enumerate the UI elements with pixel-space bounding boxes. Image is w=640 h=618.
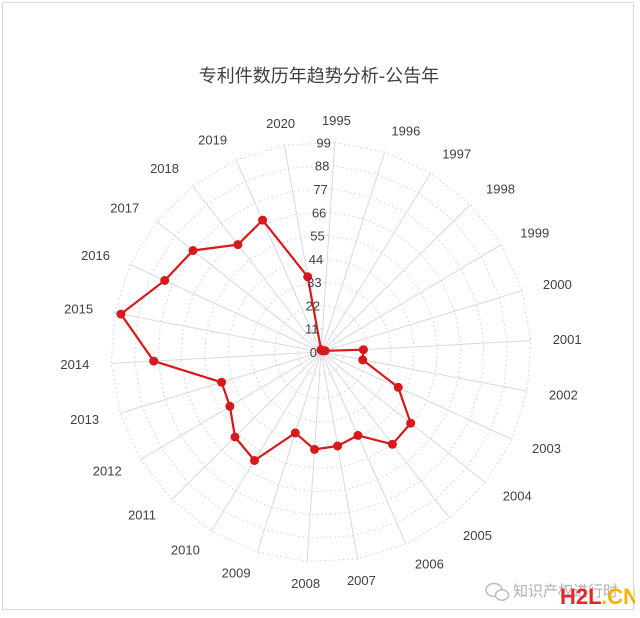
category-label: 2015 (64, 301, 93, 316)
category-label: 1999 (520, 226, 549, 241)
category-label: 1995 (322, 113, 351, 128)
category-label: 2016 (81, 248, 110, 263)
axis-spoke (320, 204, 471, 353)
category-label: 2012 (93, 463, 122, 478)
axis-spoke (111, 351, 322, 364)
data-point (320, 346, 330, 356)
axis-spoke (156, 221, 322, 353)
category-label: 2013 (70, 412, 99, 427)
data-point (230, 432, 240, 442)
data-point (149, 356, 159, 366)
tick-label: 55 (310, 229, 324, 244)
category-label: 2001 (553, 332, 582, 347)
data-point (217, 377, 227, 387)
grid-ring (273, 304, 369, 400)
category-label: 2020 (266, 116, 295, 131)
category-label: 1997 (442, 147, 471, 162)
tick-label: 0 (310, 345, 317, 360)
data-point (290, 428, 300, 438)
axis-spoke (114, 312, 322, 353)
tick-label: 44 (309, 252, 323, 267)
tick-label: 77 (313, 182, 327, 197)
axis-spoke (320, 351, 359, 559)
data-point (393, 382, 403, 392)
radar-grid (110, 141, 532, 563)
category-label: 1998 (486, 181, 515, 196)
axis-spoke (192, 185, 322, 353)
category-label: 2017 (110, 200, 139, 215)
chart-title: 专利件数历年趋势分析-公告年 (199, 66, 440, 87)
data-point (310, 444, 319, 454)
axis-spoke (320, 351, 528, 392)
watermark: 知识产权进行时 H2L .CN (485, 582, 635, 609)
chart-frame: 专利件数历年趋势分析-公告年 1995 1996 1997 1998 1999 2000 2… (2, 2, 635, 610)
axis-spoke (320, 172, 432, 353)
tick-label: 99 (316, 136, 330, 151)
category-label: 2005 (463, 528, 492, 543)
data-point (188, 246, 198, 255)
data-point (225, 401, 235, 411)
category-label: 2004 (503, 489, 532, 504)
data-point (358, 355, 368, 365)
axis-spoke (210, 351, 322, 532)
category-label: 2003 (532, 441, 561, 456)
tick-label: 22 (306, 298, 320, 313)
category-label: 2010 (171, 542, 200, 557)
wechat-icon (485, 582, 510, 601)
watermark-text: 知识产权进行时 (513, 582, 618, 600)
axis-spoke (320, 351, 513, 440)
data-point (250, 456, 259, 465)
axis-spoke (129, 264, 322, 353)
data-point (233, 240, 243, 250)
series-layer (116, 215, 416, 465)
site-logo-h2l: H2L (560, 584, 602, 609)
data-point (160, 276, 170, 285)
category-labels: 1995 1996 1997 1998 1999 2000 2001 2002 2003 2004… (60, 113, 581, 591)
data-point (353, 430, 363, 440)
category-label: 1996 (391, 123, 420, 138)
axis-spoke (320, 151, 386, 353)
category-label: 2019 (198, 132, 227, 147)
grid-ring (250, 281, 392, 423)
axis-spoke (320, 243, 502, 353)
category-label: 2018 (150, 161, 179, 176)
category-label: 2008 (291, 576, 320, 591)
category-label: 2000 (543, 277, 572, 292)
axis-spoke (320, 351, 407, 545)
data-point (116, 309, 126, 319)
radar-chart: 专利件数历年趋势分析-公告年 1995 1996 1997 1998 1999 2000 2… (60, 66, 635, 609)
tick-labels: 0 11 22 33 44 55 66 77 88 99 (305, 136, 331, 361)
category-label: 2014 (60, 357, 89, 372)
axis-spoke (320, 351, 450, 519)
series-line (119, 219, 412, 462)
tick-label: 11 (305, 322, 319, 337)
axis-spoke (171, 351, 322, 500)
category-label: 2002 (549, 388, 578, 403)
axis-spoke (320, 351, 486, 483)
site-logo-cn: .CN (601, 584, 635, 609)
category-label: 2011 (128, 508, 156, 523)
category-label: 2007 (347, 573, 376, 588)
axis-spoke (320, 142, 336, 353)
data-point (387, 439, 397, 449)
tick-label: 33 (307, 275, 321, 290)
category-label: 2009 (222, 566, 251, 581)
data-point (406, 418, 416, 428)
axis-spoke (306, 351, 322, 562)
data-point (358, 345, 368, 355)
data-point (303, 272, 313, 282)
axis-spoke (235, 159, 322, 353)
axis-spoke (256, 351, 322, 553)
tick-label: 66 (312, 205, 326, 220)
data-point (258, 215, 268, 225)
tick-label: 88 (315, 159, 329, 174)
category-label: 2006 (415, 557, 444, 572)
axis-spoke (320, 290, 523, 353)
data-point (333, 441, 343, 451)
